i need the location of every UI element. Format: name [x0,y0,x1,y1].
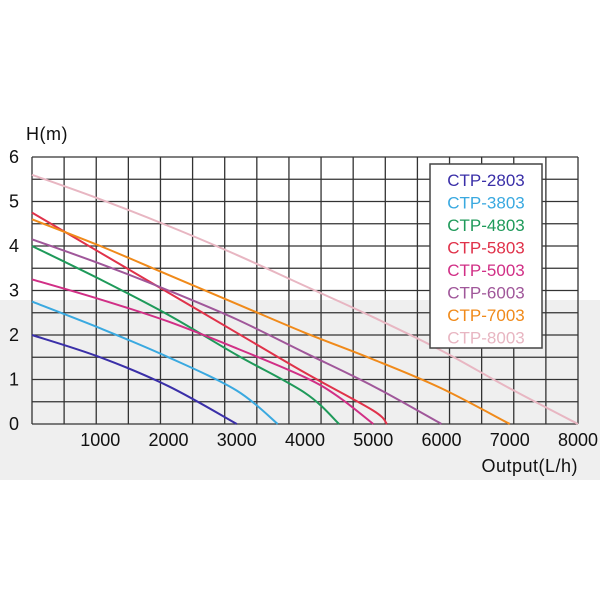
legend: CTP-2803 CTP-3803 CTP-4803 CTP-5803 CTP-5003… [429,163,543,349]
x-axis-title: Output(L/h) [481,456,578,476]
y-tick-label: 0 [9,414,19,434]
x-tick-label: 2000 [148,430,188,450]
x-tick-label: 1000 [80,430,120,450]
y-tick-label: 4 [9,236,19,256]
y-tick-label: 1 [9,370,19,390]
x-tick-label: 7000 [490,430,530,450]
y-tick-label: 5 [9,192,19,212]
legend-box [429,163,543,349]
x-tick-label: 8000 [558,430,598,450]
legend-entry-ctp-3803: CTP-3803 [447,194,524,213]
series-line-ctp-6003 [31,238,442,425]
y-tick-label: 3 [9,281,19,301]
legend-entry-ctp-4803: CTP-4803 [447,216,524,235]
y-tick-label: 2 [9,325,19,345]
series-line-ctp-5003 [31,278,374,425]
legend-entry-ctp-7003: CTP-7003 [447,306,524,325]
legend-entry-ctp-6003: CTP-6003 [447,284,524,303]
legend-entry-ctp-2803: CTP-2803 [447,171,524,190]
x-tick-label: 4000 [285,430,325,450]
x-tick-label: 3000 [217,430,257,450]
legend-entry-ctp-5803: CTP-5803 [447,239,524,258]
x-tick-label: 6000 [421,430,461,450]
series-line-ctp-7003 [31,218,511,425]
series-line-ctp-5803 [31,211,388,425]
curves [31,173,579,425]
series-line-ctp-2803 [31,334,238,425]
tick-labels: 0 1 2 3 4 5 6 1000 2000 3000 4000 5000 6000 7000 8000 [9,147,598,450]
legend-entry-ctp-8003: CTP-8003 [447,329,524,348]
x-tick-label: 5000 [353,430,393,450]
series-line-ctp-8003 [31,173,579,425]
y-axis-title: H(m) [26,124,68,144]
series-line-ctp-3803 [31,300,279,425]
legend-entry-ctp-5003: CTP-5003 [447,261,524,280]
y-tick-label: 6 [9,147,19,167]
